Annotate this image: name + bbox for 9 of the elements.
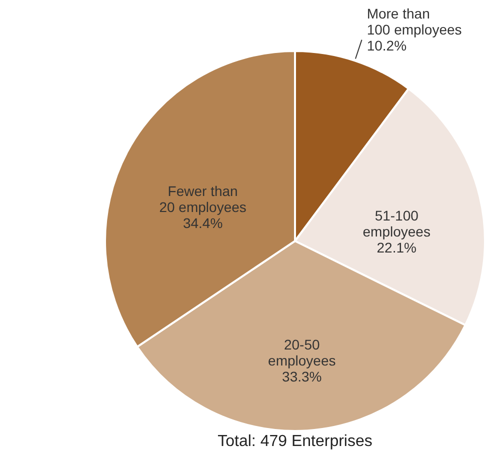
data-label: 22.1% — [376, 240, 416, 256]
data-label: 33.3% — [282, 368, 322, 384]
data-label: 34.4% — [182, 214, 223, 231]
slice-label: 20-50 employees — [268, 336, 336, 368]
text: Total: 479 Enterprises — [218, 433, 372, 450]
data-label: 10.2% — [366, 38, 407, 54]
slice-label: 51-100 employees — [362, 208, 430, 240]
slice-label: More than 100 employees — [366, 6, 462, 38]
slice-label: Fewer than 20 employees — [159, 182, 246, 215]
